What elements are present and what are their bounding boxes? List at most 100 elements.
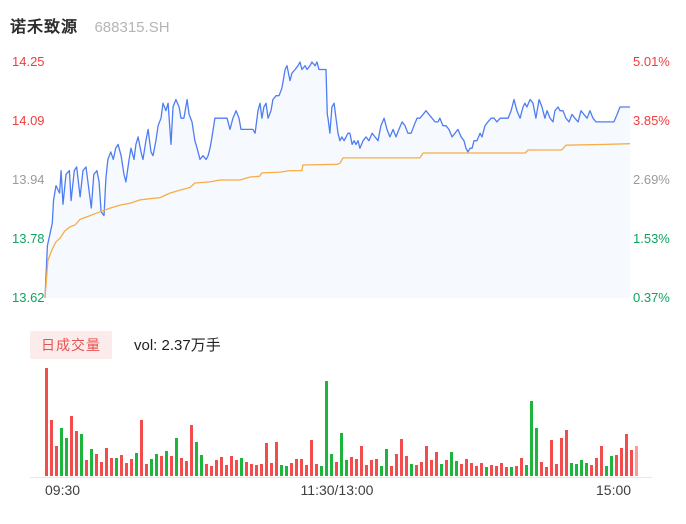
time-tick-noon: 11:30/13:00: [300, 482, 374, 498]
volume-bar: [530, 401, 533, 476]
volume-bar: [465, 459, 468, 476]
volume-bar: [210, 466, 213, 476]
volume-bar: [550, 440, 553, 476]
volume-bar: [400, 439, 403, 476]
volume-bar: [525, 465, 528, 476]
volume-bar: [565, 430, 568, 476]
volume-bar: [470, 463, 473, 476]
volume-bar: [135, 453, 138, 476]
volume-bar: [85, 460, 88, 476]
avg-price-line: [44, 143, 631, 299]
volume-bar: [90, 449, 93, 476]
volume-bar: [430, 460, 433, 476]
volume-bar: [410, 464, 413, 476]
header: 诺禾致源 688315.SH: [10, 13, 170, 37]
volume-bar: [580, 460, 583, 476]
volume-bar: [455, 461, 458, 476]
volume-bar: [165, 451, 168, 476]
volume-bar: [240, 458, 243, 476]
volume-bar: [520, 458, 523, 476]
volume-bar: [345, 460, 348, 476]
pct-tick-4: 1.53%: [633, 231, 670, 246]
volume-bar: [280, 465, 283, 476]
volume-bar: [120, 455, 123, 476]
volume-bar: [355, 459, 358, 476]
time-tick-close: 15:00: [596, 482, 632, 498]
volume-bar: [290, 463, 293, 476]
volume-bar: [105, 448, 108, 476]
volume-bar: [440, 464, 443, 476]
volume-bar: [235, 460, 238, 476]
volume-bar: [340, 433, 343, 476]
volume-bar: [595, 458, 598, 476]
volume-bar: [215, 460, 218, 476]
volume-bar: [145, 464, 148, 476]
volume-bar: [150, 459, 153, 476]
volume-bar: [160, 456, 163, 476]
volume-bar: [445, 460, 448, 476]
volume-bar: [475, 466, 478, 476]
volume-bar: [315, 464, 318, 476]
volume-bar: [220, 457, 223, 476]
time-tick-open: 09:30: [45, 482, 81, 498]
volume-bar: [415, 465, 418, 476]
volume-bar: [510, 467, 513, 476]
volume-bar: [60, 428, 63, 476]
pct-tick-1: 5.01%: [633, 54, 670, 69]
volume-bar: [285, 466, 288, 476]
volume-bar: [460, 464, 463, 476]
volume-bar: [325, 381, 328, 476]
volume-bar: [495, 466, 498, 476]
volume-bar: [405, 456, 408, 476]
volume-bar: [610, 456, 613, 476]
volume-bar: [450, 452, 453, 476]
volume-bar: [560, 438, 563, 476]
price-area-fill: [45, 62, 630, 298]
stock-code: 688315.SH: [94, 19, 170, 36]
volume-bar: [125, 463, 128, 476]
volume-total-label: vol: 2.37万手: [134, 337, 221, 354]
volume-bar: [375, 459, 378, 476]
volume-bar: [100, 462, 103, 476]
volume-tab-badge[interactable]: 日成交量: [30, 330, 112, 359]
volume-bar: [170, 456, 173, 476]
volume-bar: [485, 467, 488, 476]
volume-bar: [635, 446, 638, 476]
price-tick-2: 14.09: [12, 113, 45, 128]
volume-bar: [265, 443, 268, 476]
volume-bar: [250, 464, 253, 476]
volume-bar: [490, 465, 493, 476]
volume-bar: [615, 455, 618, 476]
volume-bar: [540, 462, 543, 476]
volume-bar: [155, 454, 158, 476]
volume-bar: [385, 449, 388, 476]
volume-bar: [55, 446, 58, 476]
volume-bar: [535, 428, 538, 476]
pct-tick-3: 2.69%: [633, 172, 670, 187]
price-tick-1: 14.25: [12, 54, 45, 69]
volume-bar: [295, 459, 298, 476]
volume-bar: [225, 465, 228, 476]
pct-tick-5: 0.37%: [633, 290, 670, 305]
volume-bar: [65, 438, 68, 476]
volume-bar: [590, 465, 593, 476]
volume-bar: [605, 466, 608, 476]
volume-bar: [310, 440, 313, 476]
volume-bar: [360, 446, 363, 476]
volume-bar: [230, 456, 233, 476]
volume-bar: [275, 442, 278, 476]
volume-bar: [600, 446, 603, 476]
volume-bar: [175, 438, 178, 476]
volume-bar: [190, 425, 193, 476]
volume-bar: [330, 454, 333, 476]
volume-bar: [245, 462, 248, 476]
volume-bar: [570, 463, 573, 476]
volume-bar: [370, 460, 373, 476]
volume-bar: [585, 463, 588, 476]
volume-bar: [185, 461, 188, 476]
volume-bar: [320, 466, 323, 476]
volume-bar: [205, 464, 208, 476]
volume-bar: [420, 462, 423, 476]
